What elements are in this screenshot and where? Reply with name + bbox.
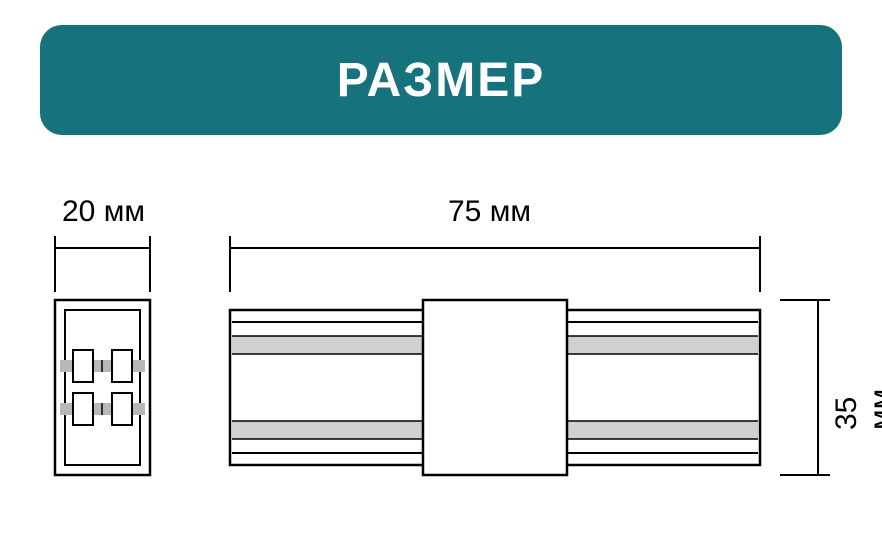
technical-diagram bbox=[0, 0, 882, 537]
end-view bbox=[55, 300, 150, 475]
dimension-line-20mm bbox=[55, 236, 150, 292]
dimension-line-75mm bbox=[230, 236, 760, 292]
dimension-line-35mm bbox=[780, 300, 830, 475]
side-view bbox=[230, 300, 760, 475]
